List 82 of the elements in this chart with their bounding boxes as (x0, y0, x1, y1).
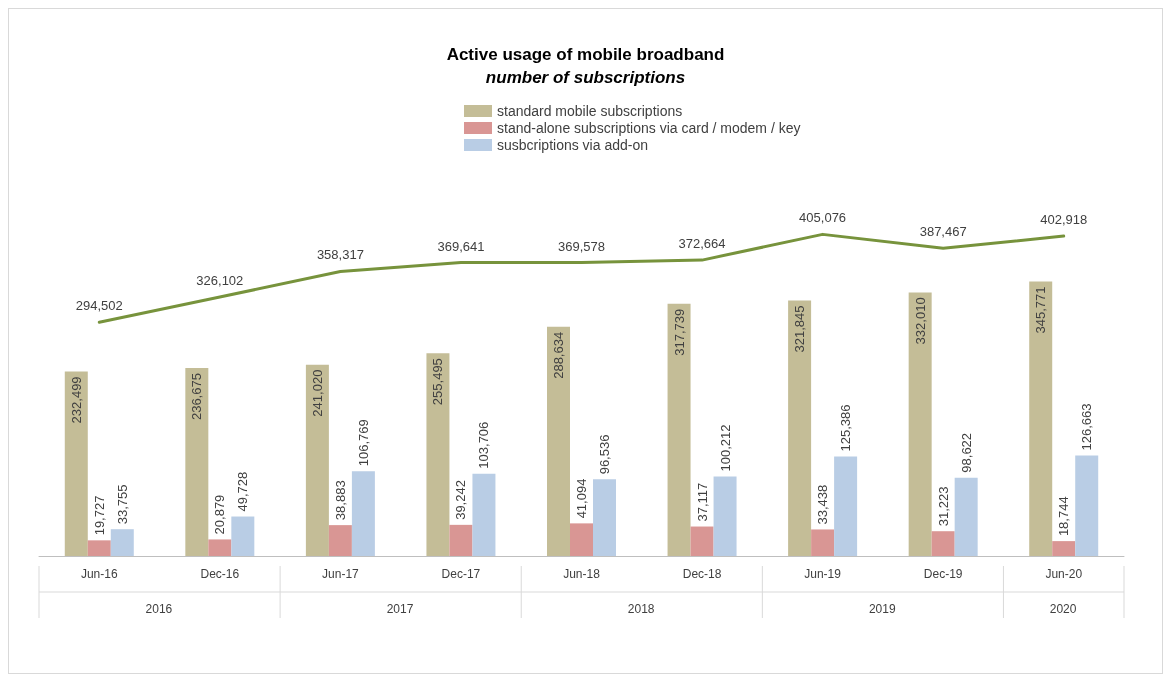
data-label: 288,634 (551, 331, 566, 379)
data-label: 100,212 (717, 424, 733, 472)
legend-label: standard mobile subscriptions (497, 103, 683, 119)
legend-label: stand-alone subscriptions via card / modem / key (497, 120, 801, 136)
data-label: 37,117 (694, 482, 710, 522)
bar (426, 353, 450, 556)
data-label: 31,223 (935, 486, 951, 527)
bar (908, 292, 932, 556)
data-label: 106,769 (355, 419, 371, 467)
bar (811, 529, 835, 556)
data-label: 125,386 (838, 404, 854, 452)
x-tick-label: Jun-16 (80, 567, 118, 581)
x-tick-label: Jun-20 (1045, 567, 1083, 581)
data-label: 369,578 (558, 238, 605, 254)
data-label: 19,727 (91, 495, 107, 536)
data-label: 345,771 (1033, 286, 1049, 334)
data-label: 41,094 (574, 478, 589, 519)
bar (713, 476, 737, 556)
bar (954, 477, 978, 556)
bar (208, 539, 232, 556)
data-label: 387,467 (919, 224, 967, 240)
bar (231, 516, 255, 556)
data-label: 369,641 (437, 238, 485, 254)
bar (185, 368, 209, 556)
data-label: 332,010 (912, 297, 928, 345)
x-tick-label: Dec-18 (682, 567, 722, 581)
data-label: 33,438 (815, 484, 831, 525)
bar (834, 456, 858, 556)
text: 2016 (145, 602, 173, 616)
text: 2017 (386, 602, 414, 616)
x-tick-label: Dec-19 (923, 567, 963, 581)
bar (593, 479, 616, 556)
bar (328, 525, 352, 556)
data-label: 33,755 (114, 484, 130, 525)
text: 2018 (627, 602, 655, 616)
text: 2019 (868, 602, 896, 616)
data-label: 405,076 (799, 210, 847, 226)
chart-subtitle: number of subscriptions (485, 68, 686, 87)
bar (570, 523, 593, 556)
data-label: 358,317 (316, 247, 364, 263)
bar (110, 529, 134, 556)
bar (788, 300, 812, 556)
bar (305, 364, 329, 556)
bar (931, 531, 955, 556)
data-label: 321,845 (792, 305, 808, 353)
data-label: 126,663 (1079, 403, 1095, 451)
bar (64, 371, 88, 556)
data-label: 39,242 (453, 480, 469, 520)
x-tick-label: Jun-19 (804, 567, 842, 581)
data-label: 402,918 (1040, 212, 1088, 228)
text: 2020 (1049, 602, 1077, 616)
data-label: 372,664 (678, 236, 726, 252)
chart-title: Active usage of mobile broadband (446, 45, 725, 64)
bar (547, 326, 570, 556)
data-label: 98,622 (958, 432, 974, 473)
data-label: 255,495 (430, 358, 446, 406)
data-label: 103,706 (476, 421, 492, 469)
bar (351, 471, 375, 556)
bar (1052, 541, 1076, 556)
bar (449, 524, 473, 556)
x-tick-label: Jun-17 (322, 567, 360, 581)
bar (87, 540, 111, 556)
bar (1029, 281, 1053, 556)
bar (690, 526, 714, 556)
legend-label: susbcriptions via add-on (497, 137, 648, 153)
data-label: 326,102 (196, 273, 244, 289)
bar (667, 303, 691, 556)
data-label: 294,502 (75, 298, 123, 314)
bar (1075, 455, 1099, 556)
data-label: 38,883 (332, 480, 348, 521)
data-label: 18,744 (1056, 496, 1072, 537)
data-label: 232,499 (68, 376, 84, 424)
bar (472, 473, 496, 556)
x-tick-label: Jun-18 (563, 567, 601, 581)
x-tick-label: Dec-17 (441, 567, 481, 581)
data-label: 20,879 (212, 494, 228, 535)
data-label: 96,536 (597, 434, 612, 475)
data-label: 236,675 (189, 373, 205, 421)
data-label: 49,728 (235, 471, 251, 512)
x-tick-label: Dec-16 (200, 567, 240, 581)
data-label: 241,020 (309, 369, 325, 417)
data-label: 317,739 (671, 308, 687, 356)
